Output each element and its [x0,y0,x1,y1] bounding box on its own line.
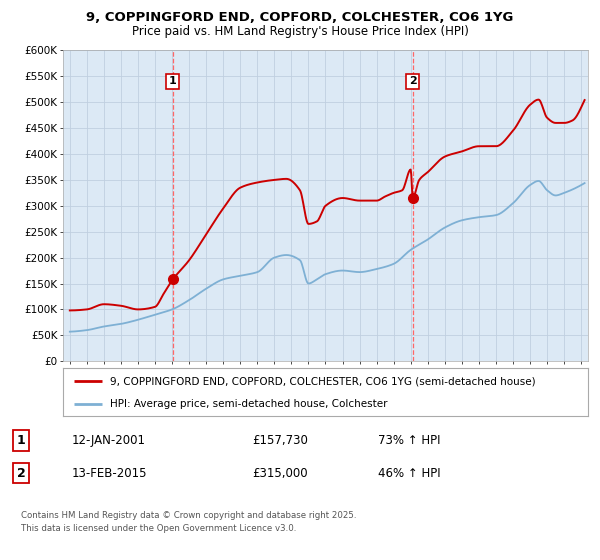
Text: 73% ↑ HPI: 73% ↑ HPI [378,434,440,447]
Text: 46% ↑ HPI: 46% ↑ HPI [378,466,440,480]
Text: 13-FEB-2015: 13-FEB-2015 [72,466,148,480]
Text: 2: 2 [17,466,25,480]
Text: Price paid vs. HM Land Registry's House Price Index (HPI): Price paid vs. HM Land Registry's House … [131,25,469,39]
Text: 1: 1 [169,77,176,86]
Text: HPI: Average price, semi-detached house, Colchester: HPI: Average price, semi-detached house,… [110,399,388,409]
Text: 9, COPPINGFORD END, COPFORD, COLCHESTER, CO6 1YG: 9, COPPINGFORD END, COPFORD, COLCHESTER,… [86,11,514,25]
Text: Contains HM Land Registry data © Crown copyright and database right 2025.
This d: Contains HM Land Registry data © Crown c… [21,511,356,533]
Text: 1: 1 [17,434,25,447]
Text: 12-JAN-2001: 12-JAN-2001 [72,434,146,447]
Text: 2: 2 [409,77,416,86]
Text: £157,730: £157,730 [252,434,308,447]
Text: 9, COPPINGFORD END, COPFORD, COLCHESTER, CO6 1YG (semi-detached house): 9, COPPINGFORD END, COPFORD, COLCHESTER,… [110,376,536,386]
Text: £315,000: £315,000 [252,466,308,480]
